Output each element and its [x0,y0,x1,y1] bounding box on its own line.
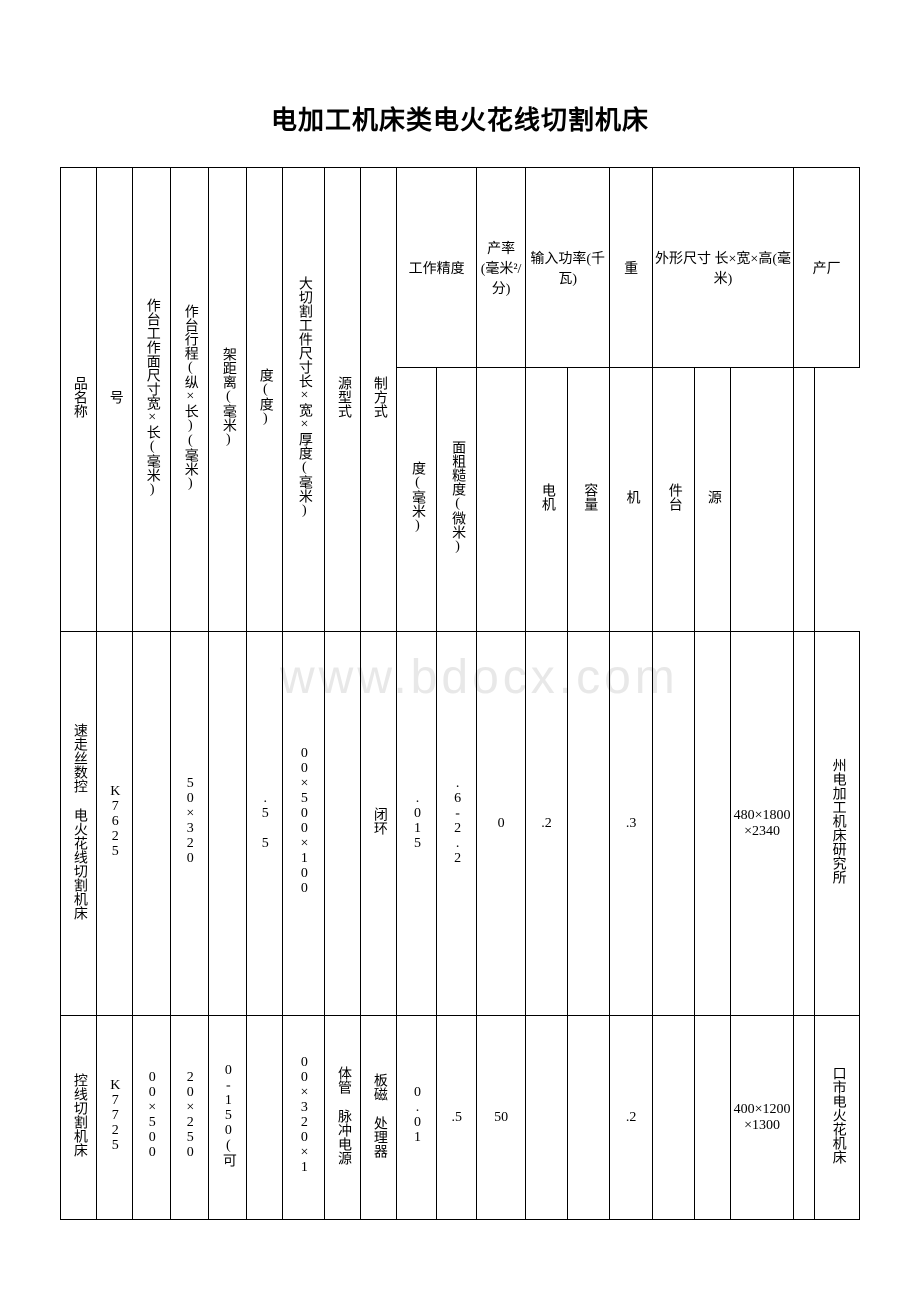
col-roughness: 面粗糙度(微米) [437,368,477,632]
cell-control-mode: 闭环 [361,632,397,1016]
cell-product-name: 速走丝数控 电火花线切割机床 [61,632,97,1016]
col-frame-distance: 架距离(毫米) [208,168,246,632]
cell-precision: .015 [396,632,436,1016]
cell-capacity [568,632,610,1016]
col-precision-deg: 度(毫米) [396,368,436,632]
cell-angle: .5 5 [246,632,282,1016]
cell-model: K7725 [96,1016,132,1220]
col-work-precision: 工作精度 [396,168,476,368]
cell-angle [246,1016,282,1220]
cell-roughness: .6-2.2 [437,632,477,1016]
cell-worktable-travel: 50×320 [170,632,208,1016]
cell-source-type [325,632,361,1016]
cell-blank [794,1016,815,1220]
cell-source [694,1016,730,1220]
col-source-sub: 源 [694,368,730,632]
cell-productivity: 0 [477,632,526,1016]
cell-manufacturer: 口市电火花机床 [815,1016,860,1220]
cell-model: K7625 [96,632,132,1016]
cell-frame-distance [208,632,246,1016]
cell-motor [525,1016,567,1220]
table-row: 控线切割机床 K7725 00×500 20×250 0-150(可 00×32… [61,1016,860,1220]
cell-external-size: 400×1200×1300 [730,1016,793,1220]
document-page: www.bdocx.com 电加工机床类电火花线切割机床 [0,0,920,1220]
cell-machine: .3 [610,632,652,1016]
cell-external-size: 480×1800×2340 [730,632,793,1016]
cell-source-type: 体管 脉冲电源 [325,1016,361,1220]
col-product-name: 品名称 [61,168,97,632]
col-worktable-size: 作台工作面尺寸宽×长(毫米) [132,168,170,632]
col-prod-sub [477,368,526,632]
cell-unit [652,632,694,1016]
cell-worktable-size [132,632,170,1016]
col-max-cut: 大切割工件尺寸长×宽×厚度(毫米) [282,168,324,632]
col-machine: 机 [610,368,652,632]
col-capacity: 容量 [568,368,610,632]
cell-worktable-travel: 20×250 [170,1016,208,1220]
cell-max-cut: 00×320×1 [282,1016,324,1220]
col-mfr-sub [794,368,815,632]
col-source-type: 源型式 [325,168,361,632]
table-header-row: 品名称 号 作台工作面尺寸宽×长(毫米) 作台行程(纵×长)(毫米) 架距离(毫… [61,168,860,368]
col-external-size: 外形尺寸 长×宽×高(毫米) [652,168,794,368]
cell-productivity: 50 [477,1016,526,1220]
col-model: 号 [96,168,132,632]
col-angle: 度(度) [246,168,282,632]
col-control-mode: 制方式 [361,168,397,632]
cell-unit [652,1016,694,1220]
cell-roughness: .5 [437,1016,477,1220]
col-ext-sub [730,368,793,632]
cell-max-cut: 00×500×100 [282,632,324,1016]
col-productivity: 产率(毫米²/分) [477,168,526,368]
col-weight: 重 [610,168,652,368]
cell-capacity [568,1016,610,1220]
col-motor: 电机 [525,368,567,632]
spec-table: 品名称 号 作台工作面尺寸宽×长(毫米) 作台行程(纵×长)(毫米) 架距离(毫… [60,167,860,1220]
table-row: 速走丝数控 电火花线切割机床 K7625 50×320 .5 5 00×500×… [61,632,860,1016]
cell-motor: .2 [525,632,567,1016]
cell-machine: .2 [610,1016,652,1220]
document-title: 电加工机床类电火花线切割机床 [60,100,860,137]
cell-blank [794,632,815,1016]
col-worktable-travel: 作台行程(纵×长)(毫米) [170,168,208,632]
cell-control-mode: 板磁 处理器 [361,1016,397,1220]
col-manufacturer: 产厂 [794,168,860,368]
cell-frame-distance: 0-150(可 [208,1016,246,1220]
col-unit: 件台 [652,368,694,632]
cell-manufacturer: 州电加工机床研究所 [815,632,860,1016]
cell-source [694,632,730,1016]
cell-product-name: 控线切割机床 [61,1016,97,1220]
col-input-power: 输入功率(千瓦) [525,168,610,368]
cell-precision: 0.01 [396,1016,436,1220]
cell-worktable-size: 00×500 [132,1016,170,1220]
